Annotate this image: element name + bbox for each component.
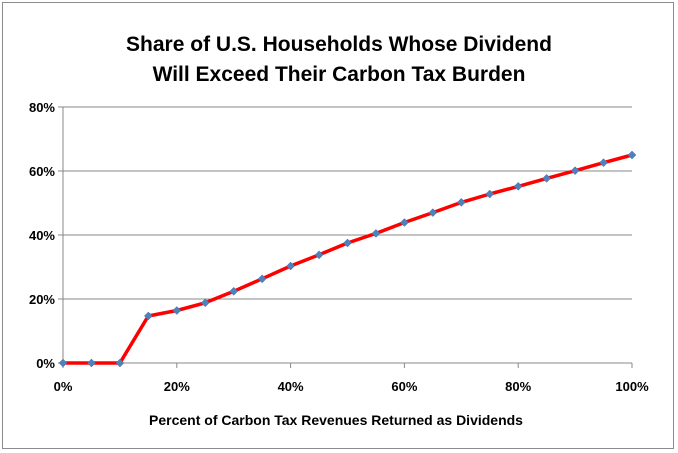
data-point-marker	[314, 250, 324, 260]
data-point-marker	[542, 174, 552, 183]
chart-title-line-2: Will Exceed Their Carbon Tax Burden	[152, 63, 526, 86]
x-tick-label: 40%	[278, 379, 304, 394]
data-point-marker	[456, 198, 466, 207]
axes	[58, 106, 633, 368]
data-point-marker	[257, 274, 267, 284]
data-point-marker	[200, 298, 210, 308]
chart-title-line-1: Share of U.S. Households Whose Dividend	[126, 33, 552, 56]
data-point-marker	[371, 229, 381, 238]
data-series	[58, 150, 637, 368]
data-point-marker	[172, 306, 182, 315]
data-point-marker	[286, 261, 295, 271]
y-tick-label: 20%	[29, 292, 55, 307]
data-point-marker	[570, 166, 580, 176]
x-axis-title: Percent of Carbon Tax Revenues Returned …	[149, 412, 523, 428]
y-tick-label: 60%	[29, 164, 55, 179]
gridlines	[63, 106, 632, 300]
x-tick-label: 20%	[164, 379, 190, 394]
chart-frame	[2, 2, 674, 449]
data-point-marker	[87, 358, 96, 368]
data-point-marker	[485, 189, 495, 199]
data-point-marker	[428, 208, 438, 217]
x-tick-label: 0%	[54, 379, 73, 394]
x-tick-labels: 0% 20% 40% 60% 80% 100%	[54, 379, 649, 394]
data-point-marker	[143, 311, 153, 321]
y-tick-label: 80%	[29, 100, 55, 115]
y-tick-label: 40%	[29, 228, 55, 243]
x-tick-label: 100%	[615, 379, 649, 394]
y-tick-labels: 0% 20% 40% 60% 80%	[29, 100, 55, 371]
data-point-marker	[513, 182, 523, 191]
data-point-marker	[229, 286, 239, 296]
data-point-marker	[115, 358, 125, 368]
x-tick-label: 80%	[505, 379, 531, 394]
data-point-marker	[58, 358, 68, 368]
data-point-marker	[627, 150, 637, 160]
y-tick-label: 0%	[36, 356, 55, 371]
data-point-marker	[599, 158, 608, 168]
x-tick-label: 60%	[391, 379, 417, 394]
data-point-marker	[343, 238, 352, 248]
data-point-marker	[400, 218, 409, 227]
series-line	[63, 153, 633, 365]
chart-title: Share of U.S. Households Whose Dividend …	[0, 30, 678, 90]
